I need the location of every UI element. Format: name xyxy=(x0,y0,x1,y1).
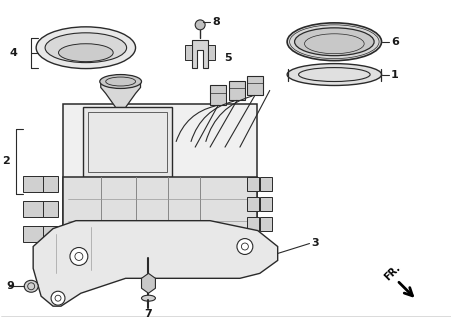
Ellipse shape xyxy=(236,239,252,254)
Ellipse shape xyxy=(286,23,381,60)
Bar xyxy=(229,81,244,100)
Text: FR.: FR. xyxy=(381,262,401,282)
Text: 5: 5 xyxy=(224,53,231,63)
Bar xyxy=(23,201,43,217)
Text: 3: 3 xyxy=(311,237,318,248)
Text: 7: 7 xyxy=(144,309,152,319)
Ellipse shape xyxy=(24,280,38,292)
Bar xyxy=(246,197,258,211)
Polygon shape xyxy=(207,45,215,60)
Bar xyxy=(38,226,58,242)
Ellipse shape xyxy=(225,255,235,265)
Ellipse shape xyxy=(294,28,373,56)
Ellipse shape xyxy=(96,255,106,265)
Ellipse shape xyxy=(51,291,65,305)
Ellipse shape xyxy=(195,20,205,30)
Polygon shape xyxy=(141,273,155,293)
Ellipse shape xyxy=(76,255,86,265)
Ellipse shape xyxy=(115,255,125,265)
Bar xyxy=(259,217,271,231)
Bar xyxy=(63,104,256,259)
Bar xyxy=(259,177,271,191)
Ellipse shape xyxy=(58,44,113,62)
Bar xyxy=(259,197,271,211)
Ellipse shape xyxy=(180,255,190,265)
Ellipse shape xyxy=(286,64,381,85)
Text: 2: 2 xyxy=(2,156,10,166)
Ellipse shape xyxy=(70,247,87,265)
Bar xyxy=(246,217,258,231)
Ellipse shape xyxy=(205,255,215,265)
Polygon shape xyxy=(185,45,192,60)
Ellipse shape xyxy=(141,295,155,301)
Text: 9: 9 xyxy=(6,281,14,291)
Ellipse shape xyxy=(100,75,141,88)
Text: 8: 8 xyxy=(212,17,219,27)
Text: 4: 4 xyxy=(9,48,17,58)
Polygon shape xyxy=(33,221,277,306)
Text: 6: 6 xyxy=(390,37,398,47)
Bar xyxy=(210,85,226,105)
Bar xyxy=(246,177,258,191)
Bar xyxy=(23,226,43,242)
Ellipse shape xyxy=(140,255,150,265)
Text: 1: 1 xyxy=(390,69,398,80)
Bar xyxy=(87,112,167,172)
Polygon shape xyxy=(192,40,207,68)
Bar xyxy=(83,107,172,177)
Bar xyxy=(38,201,58,217)
Ellipse shape xyxy=(45,33,126,63)
Polygon shape xyxy=(101,82,140,107)
Bar xyxy=(63,177,256,259)
Bar xyxy=(38,176,58,192)
Bar xyxy=(246,76,262,95)
Ellipse shape xyxy=(36,27,135,68)
Bar xyxy=(23,176,43,192)
Ellipse shape xyxy=(160,255,170,265)
